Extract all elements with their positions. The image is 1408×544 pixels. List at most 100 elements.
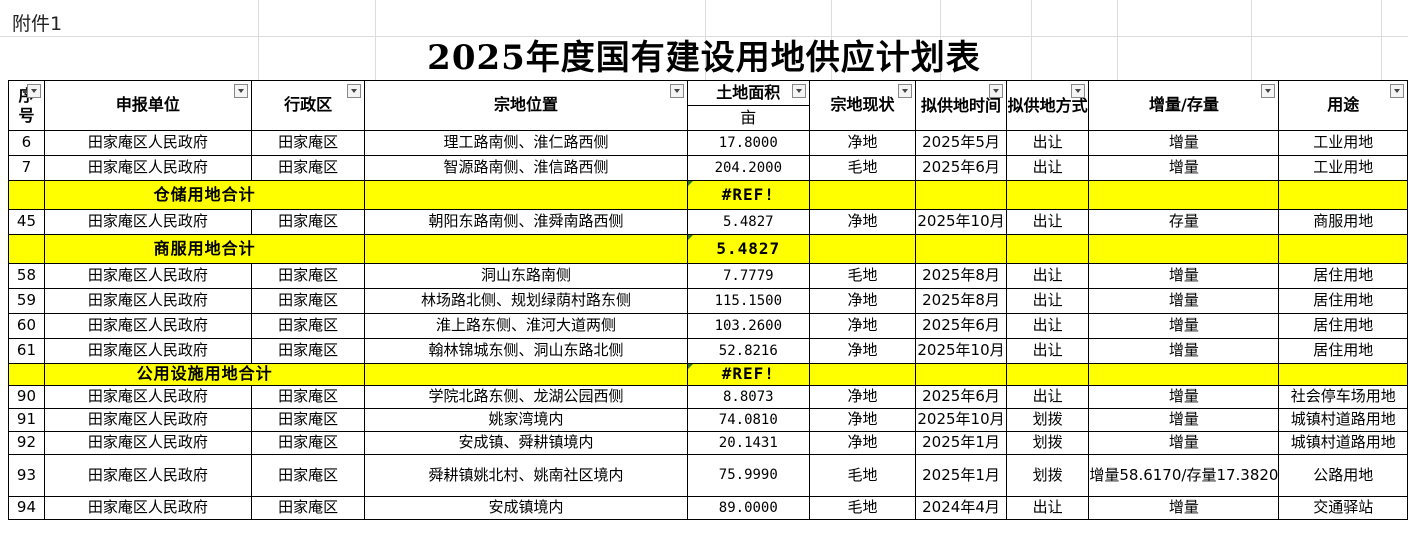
filter-dropdown-icon[interactable]: [898, 84, 913, 98]
cell-unit[interactable]: 田家庵区人民政府: [43, 155, 252, 181]
cell-empty[interactable]: [364, 180, 688, 210]
cell-seq[interactable]: 93: [8, 454, 45, 497]
cell-district[interactable]: 田家庵区: [250, 408, 366, 432]
cell-increment[interactable]: 存量: [1088, 209, 1280, 235]
cell-unit[interactable]: 田家庵区人民政府: [43, 313, 252, 339]
cell-area[interactable]: 75.9990: [686, 454, 810, 497]
cell-district[interactable]: 田家庵区: [250, 209, 366, 235]
cell-location[interactable]: 姚家湾境内: [364, 408, 688, 432]
header-unit[interactable]: 申报单位: [43, 80, 252, 131]
cell-increment[interactable]: 增量: [1088, 130, 1280, 156]
cell-increment[interactable]: 增量: [1088, 338, 1280, 364]
cell-location[interactable]: 智源路南侧、淮信路西侧: [364, 155, 688, 181]
cell-status[interactable]: 净地: [808, 431, 917, 455]
cell-use[interactable]: 居住用地: [1278, 338, 1408, 364]
cell-supply-method[interactable]: 出让: [1005, 155, 1090, 181]
cell-increment[interactable]: 增量: [1088, 155, 1280, 181]
cell-location[interactable]: 安成镇、舜耕镇境内: [364, 431, 688, 455]
cell-unit[interactable]: 田家庵区人民政府: [43, 263, 252, 289]
cell-location[interactable]: 翰林锦城东侧、洞山东路北侧: [364, 338, 688, 364]
cell-increment[interactable]: 增量: [1088, 431, 1280, 455]
cell-empty[interactable]: [915, 180, 1007, 210]
cell-empty[interactable]: [8, 180, 45, 210]
cell-supply-time[interactable]: 2025年10月: [915, 338, 1007, 364]
cell-empty[interactable]: [8, 234, 45, 264]
subtotal-label[interactable]: 公用设施用地合计: [43, 363, 366, 386]
filter-dropdown-icon[interactable]: [791, 84, 806, 98]
cell-area[interactable]: 89.0000: [686, 496, 810, 520]
cell-district[interactable]: 田家庵区: [250, 385, 366, 409]
cell-location[interactable]: 理工路南侧、淮仁路西侧: [364, 130, 688, 156]
cell-unit[interactable]: 田家庵区人民政府: [43, 431, 252, 455]
cell-unit[interactable]: 田家庵区人民政府: [43, 209, 252, 235]
cell-seq[interactable]: 61: [8, 338, 45, 364]
cell-empty[interactable]: [808, 234, 917, 264]
cell-supply-time[interactable]: 2025年8月: [915, 288, 1007, 314]
cell-use[interactable]: 城镇村道路用地: [1278, 431, 1408, 455]
cell-supply-method[interactable]: 出让: [1005, 263, 1090, 289]
cell-district[interactable]: 田家庵区: [250, 454, 366, 497]
cell-supply-method[interactable]: 出让: [1005, 496, 1090, 520]
cell-empty[interactable]: [1278, 234, 1408, 264]
cell-empty[interactable]: [364, 363, 688, 386]
cell-status[interactable]: 毛地: [808, 454, 917, 497]
cell-supply-method[interactable]: 划拨: [1005, 454, 1090, 497]
cell-area[interactable]: 204.2000: [686, 155, 810, 181]
cell-supply-method[interactable]: 出让: [1005, 313, 1090, 339]
cell-district[interactable]: 田家庵区: [250, 288, 366, 314]
cell-location[interactable]: 学院北路东侧、龙湖公园西侧: [364, 385, 688, 409]
cell-seq[interactable]: 59: [8, 288, 45, 314]
subtotal-value[interactable]: 5.4827: [686, 234, 810, 264]
cell-supply-method[interactable]: 出让: [1005, 209, 1090, 235]
cell-area[interactable]: 20.1431: [686, 431, 810, 455]
cell-supply-method[interactable]: 划拨: [1005, 408, 1090, 432]
cell-empty[interactable]: [915, 234, 1007, 264]
cell-seq[interactable]: 7: [8, 155, 45, 181]
cell-empty[interactable]: [1088, 234, 1280, 264]
cell-status[interactable]: 净地: [808, 385, 917, 409]
cell-seq[interactable]: 6: [8, 130, 45, 156]
cell-location[interactable]: 淮上路东侧、淮河大道两侧: [364, 313, 688, 339]
cell-seq[interactable]: 58: [8, 263, 45, 289]
subtotal-value[interactable]: #REF!: [686, 363, 810, 386]
cell-status[interactable]: 净地: [808, 313, 917, 339]
filter-dropdown-icon[interactable]: [1261, 84, 1276, 98]
cell-use[interactable]: 公路用地: [1278, 454, 1408, 497]
cell-area[interactable]: 103.2600: [686, 313, 810, 339]
header-supply-time[interactable]: 拟供地时间: [915, 80, 1007, 131]
cell-empty[interactable]: [808, 180, 917, 210]
cell-unit[interactable]: 田家庵区人民政府: [43, 385, 252, 409]
cell-status[interactable]: 毛地: [808, 263, 917, 289]
cell-district[interactable]: 田家庵区: [250, 431, 366, 455]
cell-increment[interactable]: 增量: [1088, 288, 1280, 314]
cell-empty[interactable]: [1278, 363, 1408, 386]
cell-district[interactable]: 田家庵区: [250, 155, 366, 181]
cell-use[interactable]: 工业用地: [1278, 130, 1408, 156]
filter-dropdown-icon[interactable]: [347, 84, 362, 98]
cell-empty[interactable]: [1005, 363, 1090, 386]
cell-location[interactable]: 舜耕镇姚北村、姚南社区境内: [364, 454, 688, 497]
cell-increment[interactable]: 增量: [1088, 385, 1280, 409]
subtotal-label[interactable]: 商服用地合计: [43, 234, 366, 264]
header-district[interactable]: 行政区: [250, 80, 366, 131]
cell-area[interactable]: 115.1500: [686, 288, 810, 314]
cell-seq[interactable]: 92: [8, 431, 45, 455]
cell-supply-time[interactable]: 2025年1月: [915, 431, 1007, 455]
cell-status[interactable]: 净地: [808, 130, 917, 156]
cell-location[interactable]: 安成镇境内: [364, 496, 688, 520]
cell-seq[interactable]: 45: [8, 209, 45, 235]
cell-unit[interactable]: 田家庵区人民政府: [43, 288, 252, 314]
cell-supply-method[interactable]: 出让: [1005, 385, 1090, 409]
cell-supply-time[interactable]: 2025年6月: [915, 155, 1007, 181]
cell-supply-time[interactable]: 2025年10月: [915, 209, 1007, 235]
cell-supply-method[interactable]: 划拨: [1005, 431, 1090, 455]
header-supply-method[interactable]: 拟供地方式: [1005, 80, 1090, 131]
cell-supply-time[interactable]: 2025年1月: [915, 454, 1007, 497]
cell-supply-time[interactable]: 2025年6月: [915, 313, 1007, 339]
cell-supply-time[interactable]: 2025年10月: [915, 408, 1007, 432]
cell-supply-method[interactable]: 出让: [1005, 288, 1090, 314]
cell-empty[interactable]: [1088, 180, 1280, 210]
cell-status[interactable]: 净地: [808, 288, 917, 314]
cell-supply-time[interactable]: 2025年8月: [915, 263, 1007, 289]
cell-location[interactable]: 林场路北侧、规划绿荫村路东侧: [364, 288, 688, 314]
